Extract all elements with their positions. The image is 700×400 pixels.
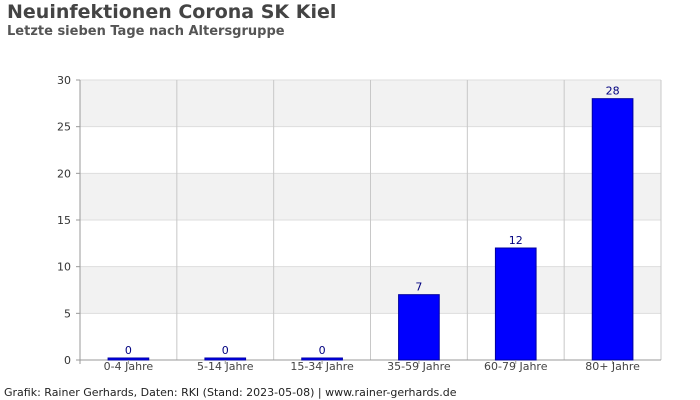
data-label: 0: [125, 344, 132, 357]
bar: [494, 247, 537, 361]
data-label: 28: [606, 85, 620, 98]
y-tick-label: 30: [57, 74, 71, 87]
bar: [398, 294, 440, 361]
data-label: 12: [509, 234, 523, 247]
y-tick-label: 0: [64, 354, 71, 367]
chart-title: Neuinfektionen Corona SK Kiel: [7, 1, 337, 23]
y-tick-label: 20: [57, 167, 71, 180]
y-tick-label: 15: [57, 214, 71, 227]
x-tick-label: 0-4 Jahre: [104, 360, 154, 373]
x-tick-label: 5-14 Jahre: [197, 360, 254, 373]
data-label: 0: [319, 344, 326, 357]
data-label: 7: [415, 281, 422, 294]
x-tick-label: 60-79 Jahre: [484, 360, 548, 373]
y-tick-label: 10: [57, 261, 71, 274]
bar: [591, 98, 634, 361]
chart-subtitle: Letzte sieben Tage nach Altersgruppe: [7, 24, 285, 39]
y-tick-label: 5: [64, 307, 71, 320]
x-tick-label: 80+ Jahre: [585, 360, 640, 373]
y-tick-label: 25: [57, 121, 71, 134]
footer-credit: Grafik: Rainer Gerhards, Daten: RKI (Sta…: [4, 386, 457, 399]
x-tick-label: 15-34 Jahre: [290, 360, 354, 373]
data-label: 0: [222, 344, 229, 357]
x-tick-label: 35-59 Jahre: [387, 360, 451, 373]
